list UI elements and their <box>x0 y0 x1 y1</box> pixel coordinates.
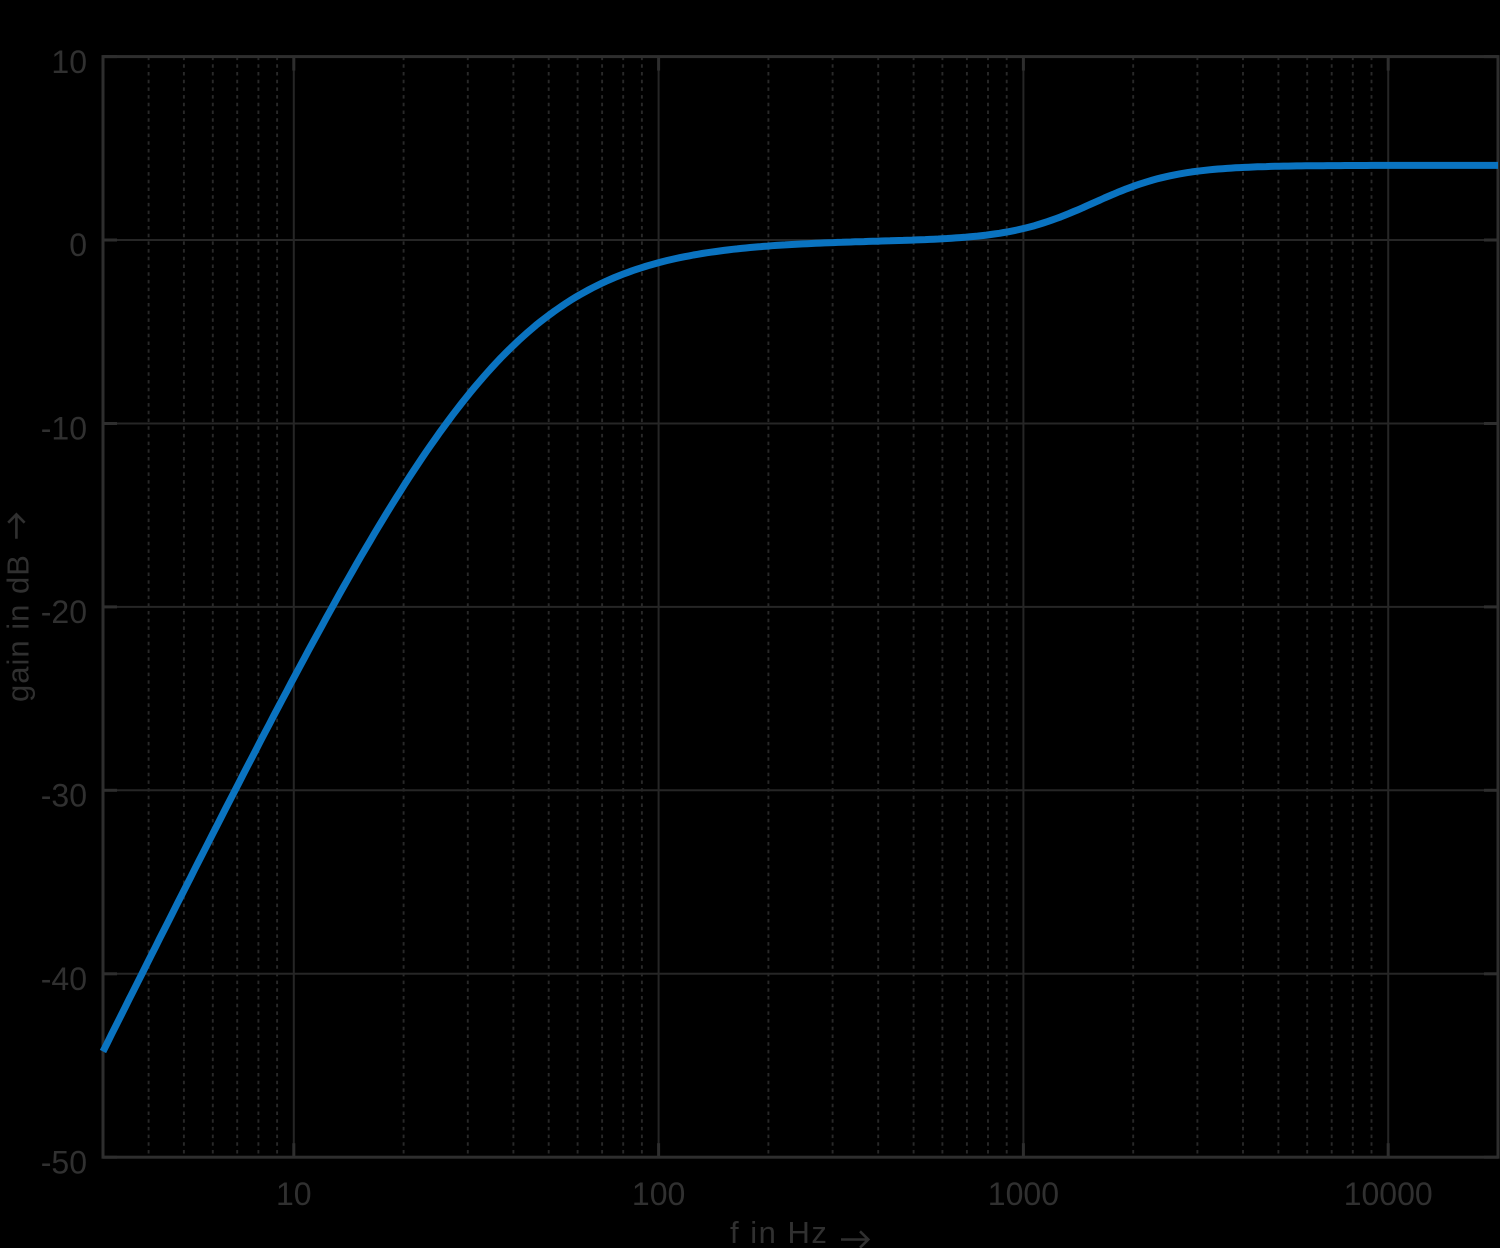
svg-text:0: 0 <box>69 227 87 263</box>
svg-text:10: 10 <box>276 1176 312 1212</box>
svg-text:10000: 10000 <box>1344 1176 1433 1212</box>
svg-text:-50: -50 <box>41 1144 87 1180</box>
svg-text:-10: -10 <box>41 411 87 447</box>
svg-text:-20: -20 <box>41 594 87 630</box>
svg-text:1000: 1000 <box>988 1176 1059 1212</box>
svg-text:gain in dB: gain in dB <box>1 554 36 702</box>
svg-text:f in Hz: f in Hz <box>730 1215 828 1248</box>
svg-text:10: 10 <box>51 44 87 80</box>
svg-text:100: 100 <box>632 1176 685 1212</box>
svg-text:-40: -40 <box>41 961 87 997</box>
svg-text:-30: -30 <box>41 778 87 814</box>
